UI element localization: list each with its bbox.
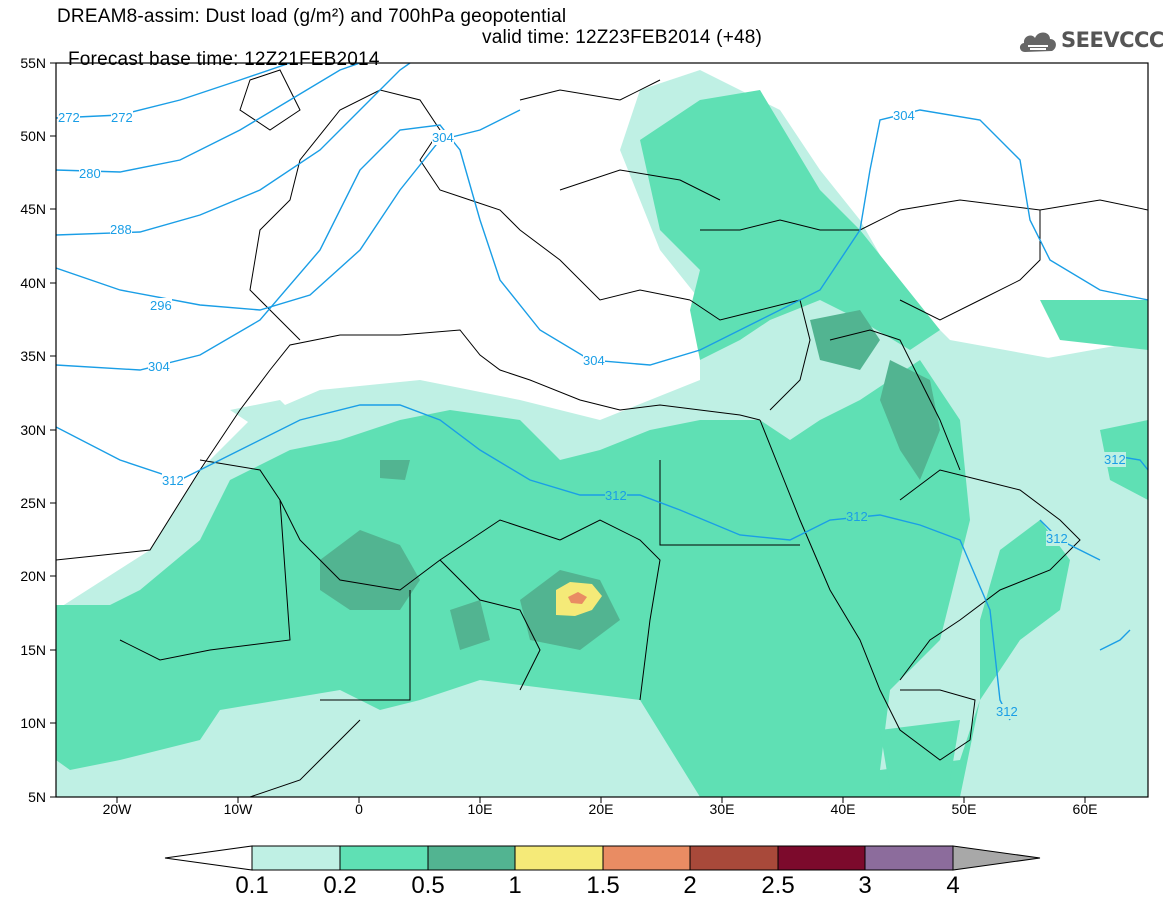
lon-label: 20W bbox=[102, 801, 132, 817]
lat-label: 30N bbox=[20, 422, 46, 438]
valid-time: valid time: 12Z23FEB2014 (+48) bbox=[482, 27, 763, 48]
lon-label: 10E bbox=[467, 801, 493, 817]
cloud-icon bbox=[1019, 32, 1056, 52]
lat-label: 40N bbox=[20, 275, 46, 291]
colorbar-label: 0.1 bbox=[235, 872, 269, 899]
colorbar-label: 3 bbox=[858, 872, 872, 899]
seevccc-logo: SEEVCCC bbox=[1017, 24, 1164, 58]
lat-label: 20N bbox=[20, 568, 46, 584]
base-time: Forecast base time: 12Z21FEB2014 bbox=[67, 49, 380, 70]
dust-layer-peak bbox=[568, 592, 587, 604]
lon-label: 30E bbox=[709, 801, 735, 817]
lat-label: 10N bbox=[20, 715, 46, 731]
lon-label: 10W bbox=[223, 801, 253, 817]
lon-label: 40E bbox=[830, 801, 856, 817]
colorbar-label: 1.5 bbox=[586, 872, 620, 899]
lon-label: 20E bbox=[588, 801, 614, 817]
forecast-times: Forecast base time: 12Z21FEB2014 valid t… bbox=[57, 27, 762, 93]
lon-label: 50E bbox=[951, 801, 977, 817]
map-title: DREAM8-assim: Dust load (g/m²) and 700hP… bbox=[57, 6, 567, 27]
lat-label: 50N bbox=[20, 128, 46, 144]
colorbar-label: 0.2 bbox=[323, 872, 357, 899]
lat-label: 5N bbox=[28, 789, 46, 805]
colorbar-label: 1 bbox=[508, 872, 522, 899]
lat-label: 35N bbox=[20, 348, 46, 364]
colorbar-label: 2 bbox=[683, 872, 697, 899]
logo-text: SEEVCCC bbox=[1061, 28, 1164, 52]
lat-label: 55N bbox=[20, 55, 46, 71]
colorbar bbox=[164, 845, 1041, 871]
lat-label: 25N bbox=[20, 495, 46, 511]
dust-layer-medium bbox=[56, 90, 1148, 797]
colorbar-label: 0.5 bbox=[411, 872, 445, 899]
lat-label: 15N bbox=[20, 642, 46, 658]
lat-label: 45N bbox=[20, 201, 46, 217]
lon-label: 0 bbox=[355, 801, 363, 817]
lon-label: 60E bbox=[1072, 801, 1098, 817]
coastlines bbox=[56, 69, 1148, 797]
colorbar-label: 2.5 bbox=[761, 872, 795, 899]
axis-ticks bbox=[50, 62, 1086, 803]
colorbar-label: 4 bbox=[946, 872, 960, 899]
